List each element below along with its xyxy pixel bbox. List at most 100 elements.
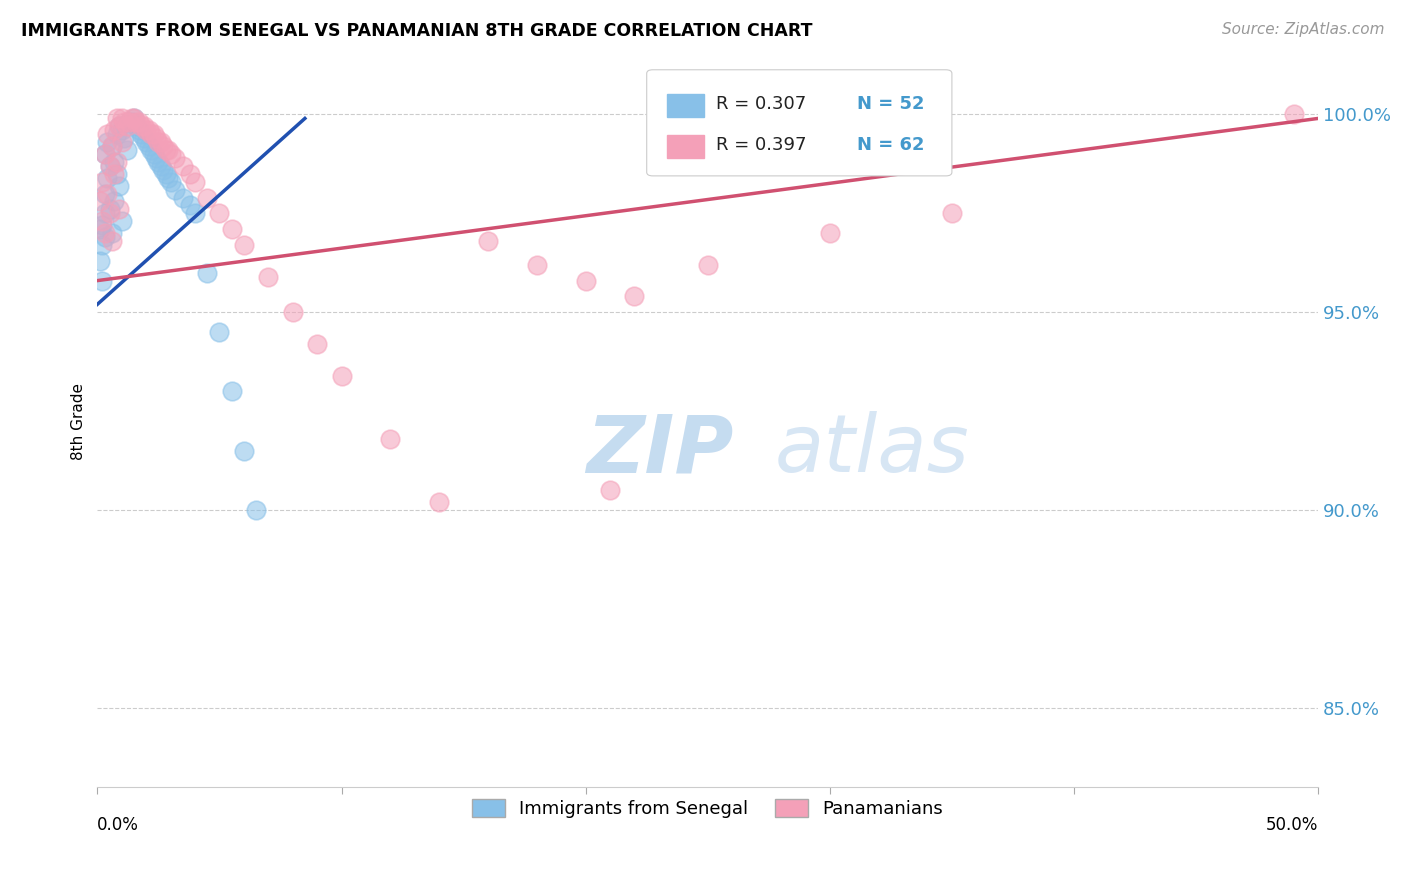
- Point: [98, 202, 121, 217]
- Point: [148, 135, 170, 149]
- Point: [184, 206, 207, 220]
- Point: [96, 128, 118, 142]
- Point: [380, 432, 402, 446]
- Point: [101, 139, 124, 153]
- Point: [138, 139, 160, 153]
- Point: [526, 258, 548, 272]
- Point: [118, 115, 141, 129]
- Point: [96, 186, 118, 201]
- Point: [103, 167, 125, 181]
- Point: [172, 159, 194, 173]
- FancyBboxPatch shape: [668, 94, 704, 118]
- Point: [135, 123, 157, 137]
- Point: [89, 253, 111, 268]
- Point: [108, 120, 131, 134]
- Point: [145, 131, 167, 145]
- Point: [91, 214, 114, 228]
- Point: [128, 115, 150, 129]
- Point: [427, 495, 450, 509]
- Point: [108, 120, 131, 134]
- Point: [91, 175, 114, 189]
- Point: [281, 305, 304, 319]
- Text: N = 62: N = 62: [856, 136, 924, 154]
- Point: [115, 120, 138, 134]
- Point: [91, 274, 114, 288]
- Point: [128, 123, 150, 137]
- Point: [125, 115, 148, 129]
- Point: [184, 175, 207, 189]
- Point: [105, 167, 128, 181]
- Point: [307, 337, 329, 351]
- Point: [575, 274, 598, 288]
- Point: [108, 202, 131, 217]
- Point: [232, 443, 254, 458]
- Point: [112, 115, 135, 129]
- FancyBboxPatch shape: [668, 135, 704, 158]
- Point: [157, 170, 180, 185]
- Text: 0.0%: 0.0%: [97, 816, 139, 834]
- Point: [165, 183, 187, 197]
- Point: [103, 155, 125, 169]
- Text: Source: ZipAtlas.com: Source: ZipAtlas.com: [1222, 22, 1385, 37]
- Point: [111, 135, 134, 149]
- Point: [623, 289, 645, 303]
- Point: [221, 384, 243, 399]
- Point: [135, 135, 157, 149]
- Text: R = 0.307: R = 0.307: [716, 95, 807, 113]
- Point: [91, 238, 114, 252]
- Point: [152, 139, 174, 153]
- Text: 50.0%: 50.0%: [1265, 816, 1319, 834]
- Point: [599, 483, 621, 498]
- Point: [122, 112, 145, 126]
- Point: [139, 143, 162, 157]
- Point: [101, 234, 124, 248]
- Point: [155, 143, 177, 157]
- Point: [111, 214, 134, 228]
- Point: [330, 368, 353, 383]
- Point: [129, 128, 152, 142]
- Point: [129, 120, 152, 134]
- Point: [96, 135, 118, 149]
- Text: N = 52: N = 52: [856, 95, 924, 113]
- Point: [112, 131, 135, 145]
- Point: [132, 120, 155, 134]
- Point: [121, 115, 143, 129]
- Text: atlas: atlas: [775, 411, 970, 490]
- Point: [159, 147, 181, 161]
- Point: [159, 175, 181, 189]
- Point: [221, 222, 243, 236]
- Point: [111, 112, 134, 126]
- Point: [105, 155, 128, 169]
- Point: [179, 167, 201, 181]
- Point: [139, 128, 162, 142]
- Point: [111, 123, 134, 137]
- Point: [121, 112, 143, 126]
- Point: [179, 198, 201, 212]
- Y-axis label: 8th Grade: 8th Grade: [72, 383, 86, 459]
- Point: [1282, 107, 1305, 121]
- Point: [89, 194, 111, 209]
- Point: [165, 151, 187, 165]
- Point: [93, 186, 115, 201]
- Point: [108, 178, 131, 193]
- Point: [132, 131, 155, 145]
- Point: [101, 139, 124, 153]
- Point: [149, 135, 172, 149]
- Point: [93, 206, 115, 220]
- Point: [477, 234, 499, 248]
- Point: [98, 159, 121, 173]
- Point: [157, 143, 180, 157]
- Point: [208, 325, 231, 339]
- Point: [148, 155, 170, 169]
- Point: [115, 143, 138, 157]
- Point: [208, 206, 231, 220]
- Point: [145, 151, 167, 165]
- Point: [101, 226, 124, 240]
- Point: [195, 266, 218, 280]
- Point: [155, 167, 177, 181]
- Point: [232, 238, 254, 252]
- Point: [195, 190, 218, 204]
- Point: [245, 503, 267, 517]
- Point: [818, 226, 841, 240]
- Point: [93, 147, 115, 161]
